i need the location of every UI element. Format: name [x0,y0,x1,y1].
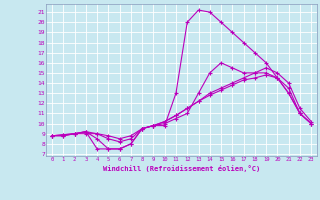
X-axis label: Windchill (Refroidissement éolien,°C): Windchill (Refroidissement éolien,°C) [103,165,260,172]
